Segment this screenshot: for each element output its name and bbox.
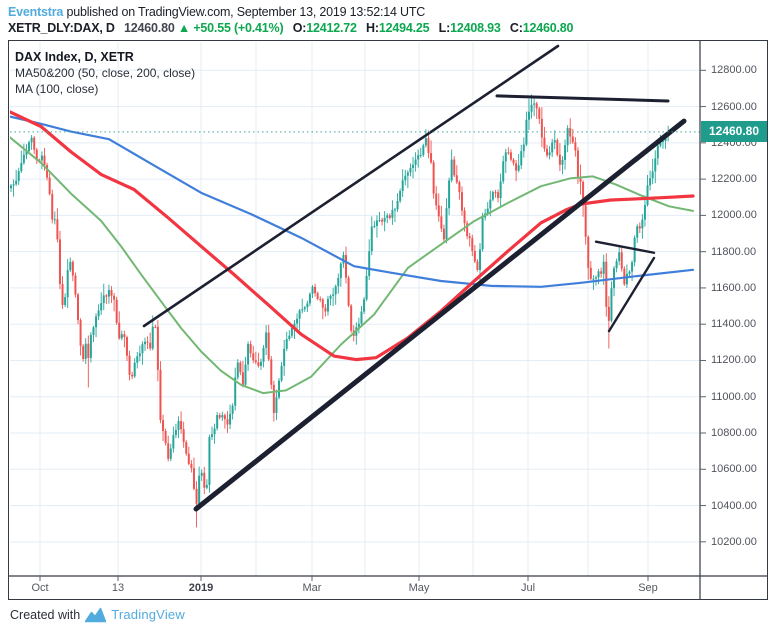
tradingview-logo-icon bbox=[85, 607, 107, 623]
close-label: C: bbox=[509, 21, 523, 35]
current-price-axis-label: 12460.80 bbox=[701, 121, 767, 143]
symbol-name[interactable]: XETR_DLY:DAX, D bbox=[8, 21, 115, 35]
price-tick-label: 12200.00 bbox=[711, 173, 757, 186]
candlestick-chart-canvas[interactable] bbox=[9, 41, 767, 599]
time-tick-label: May bbox=[408, 582, 430, 594]
footer-attribution: Created with TradingView bbox=[10, 606, 185, 623]
close-value: 12460.80 bbox=[522, 21, 574, 35]
time-tick-label: Jul bbox=[520, 582, 536, 594]
time-tick-label: 2019 bbox=[188, 582, 214, 594]
symbol-ohlc-line: XETR_DLY:DAX, D 12460.80 ▲ +50.55 (+0.41… bbox=[8, 20, 764, 37]
last-price: 12460.80 bbox=[124, 21, 175, 35]
low-label: L: bbox=[438, 21, 451, 35]
open-value: 12412.72 bbox=[306, 21, 357, 35]
up-arrow-icon: ▲ bbox=[177, 21, 191, 35]
price-tick-label: 11400.00 bbox=[711, 318, 757, 331]
legend-symbol-title: DAX Index, D, XETR bbox=[15, 50, 134, 64]
time-tick-label: Oct bbox=[31, 582, 49, 594]
legend-ma50-200: MA50&200 (50, close, 200, close) bbox=[15, 66, 196, 80]
price-tick-label: 12800.00 bbox=[711, 64, 757, 77]
price-tick-label: 12600.00 bbox=[711, 100, 757, 113]
open-label: O: bbox=[292, 21, 307, 35]
author-link[interactable]: Eventstra bbox=[8, 5, 64, 19]
price-tick-label: 10800.00 bbox=[711, 427, 757, 439]
created-with-text: Created with bbox=[10, 607, 81, 622]
price-tick-label: 11200.00 bbox=[711, 354, 757, 367]
time-tick-label: Sep bbox=[638, 582, 658, 594]
published-text: published on TradingView.com, September … bbox=[66, 5, 426, 19]
price-tick-label: 10200.00 bbox=[711, 535, 757, 548]
price-change: +50.55 (+0.41%) bbox=[193, 21, 284, 35]
price-tick-label: 11800.00 bbox=[711, 245, 757, 258]
price-tick-label: 10400.00 bbox=[711, 499, 757, 512]
price-tick-label: 10600.00 bbox=[711, 463, 757, 476]
chart-widget: DAX Index, D, XETR MA50&200 (50, close, … bbox=[8, 40, 768, 600]
legend-ma100: MA (100, close) bbox=[15, 82, 99, 96]
time-tick-label: Mar bbox=[302, 582, 322, 594]
time-tick-label: 13 bbox=[111, 582, 125, 594]
publish-line: Eventstra published on TradingView.com, … bbox=[8, 4, 764, 20]
price-tick-label: 12000.00 bbox=[711, 209, 757, 222]
tradingview-brand-link[interactable]: TradingView bbox=[111, 607, 185, 622]
high-value: 12494.25 bbox=[378, 21, 430, 35]
low-value: 12408.93 bbox=[450, 21, 501, 35]
chart-legend: DAX Index, D, XETR MA50&200 (50, close, … bbox=[15, 49, 195, 97]
price-tick-label: 11000.00 bbox=[711, 390, 757, 403]
price-tick-label: 11600.00 bbox=[711, 281, 757, 294]
high-label: H: bbox=[366, 21, 379, 35]
